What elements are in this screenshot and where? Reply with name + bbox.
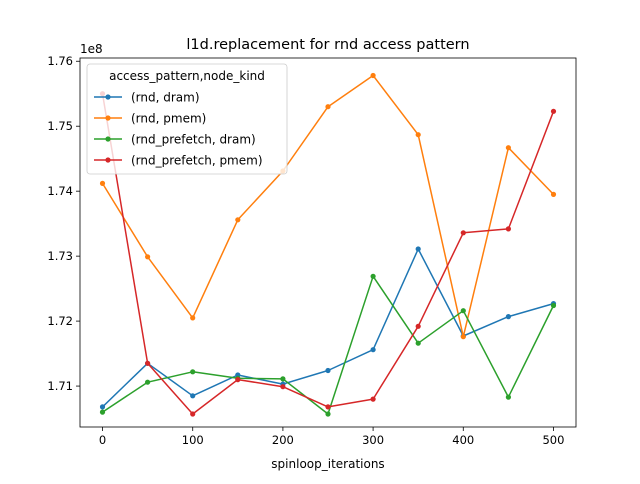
plot-area: 0 100 200 300 400 500 1.71 1.72 1.73 1.74 1.75 1.76… (47, 54, 577, 447)
data-point-1-2 (190, 315, 196, 321)
x-tick-label-3: 300 (362, 433, 384, 447)
data-point-1-8 (460, 334, 466, 340)
data-point-2-6 (370, 273, 376, 279)
axes-frame (79, 57, 577, 428)
data-point-2-4 (280, 376, 286, 382)
data-point-0-2 (190, 393, 196, 399)
data-point-0-9 (505, 314, 511, 320)
y-tick-label-3: 1.74 (47, 184, 73, 198)
legend-title: access_pattern,node_kind (109, 69, 265, 83)
data-point-2-2 (190, 369, 196, 375)
data-point-0-5 (325, 367, 331, 374)
data-point-2-10 (550, 302, 557, 309)
data-point-1-9 (505, 145, 511, 151)
data-point-0-7 (415, 246, 421, 252)
data-point-3-2 (190, 411, 196, 417)
data-point-3-6 (370, 396, 376, 402)
data-point-3-9 (505, 226, 511, 232)
legend-label-1: (rnd, pmem) (131, 112, 206, 126)
data-point-3-7 (415, 323, 421, 329)
y-tick-label-1: 1.72 (47, 314, 73, 328)
data-point-3-4 (280, 384, 286, 390)
legend-marker-3 (105, 157, 111, 163)
data-point-1-7 (415, 132, 421, 138)
data-point-2-0 (99, 409, 106, 415)
data-point-1-10 (550, 191, 557, 197)
legend-marker-0 (105, 94, 111, 100)
data-point-1-1 (145, 254, 151, 260)
data-point-2-1 (145, 379, 151, 385)
legend-marker-1 (105, 115, 111, 121)
legend-label-3: (rnd_prefetch, pmem) (131, 154, 263, 168)
y-tick-label-0: 1.71 (47, 379, 73, 393)
x-tick-label-5: 500 (542, 433, 564, 447)
x-tick-label-0: 0 (99, 433, 106, 447)
data-point-3-5 (325, 404, 331, 410)
data-point-1-6 (370, 72, 376, 79)
legend-box (86, 63, 288, 175)
data-point-3-8 (460, 230, 466, 236)
y-tick-label-5: 1.76 (47, 54, 73, 68)
chart-title: l1d.replacement for rnd access pattern (186, 37, 469, 53)
data-point-2-5 (325, 411, 331, 417)
data-point-2-8 (460, 308, 466, 314)
x-tick-label-2: 200 (272, 433, 294, 447)
data-point-1-0 (99, 180, 106, 186)
data-point-2-9 (505, 394, 511, 400)
y-offset-label: 1e8 (80, 42, 103, 56)
data-point-3-1 (145, 360, 151, 366)
x-axis-label: spinloop_iterations (271, 457, 384, 471)
data-point-3-3 (235, 377, 241, 383)
data-point-2-7 (415, 340, 421, 346)
legend-label-0: (rnd, dram) (131, 91, 200, 105)
legend-marker-2 (105, 136, 111, 142)
legend-label-2: (rnd_prefetch, dram) (131, 133, 256, 147)
y-tick-label-4: 1.75 (47, 119, 73, 133)
x-tick-label-1: 100 (182, 433, 204, 447)
data-point-0-6 (370, 347, 376, 353)
data-point-0-0 (99, 404, 106, 410)
data-point-1-3 (235, 217, 241, 223)
y-tick-label-2: 1.73 (47, 249, 73, 263)
data-point-1-5 (325, 104, 331, 110)
x-tick-label-4: 400 (452, 433, 474, 447)
data-point-3-10 (550, 108, 557, 114)
